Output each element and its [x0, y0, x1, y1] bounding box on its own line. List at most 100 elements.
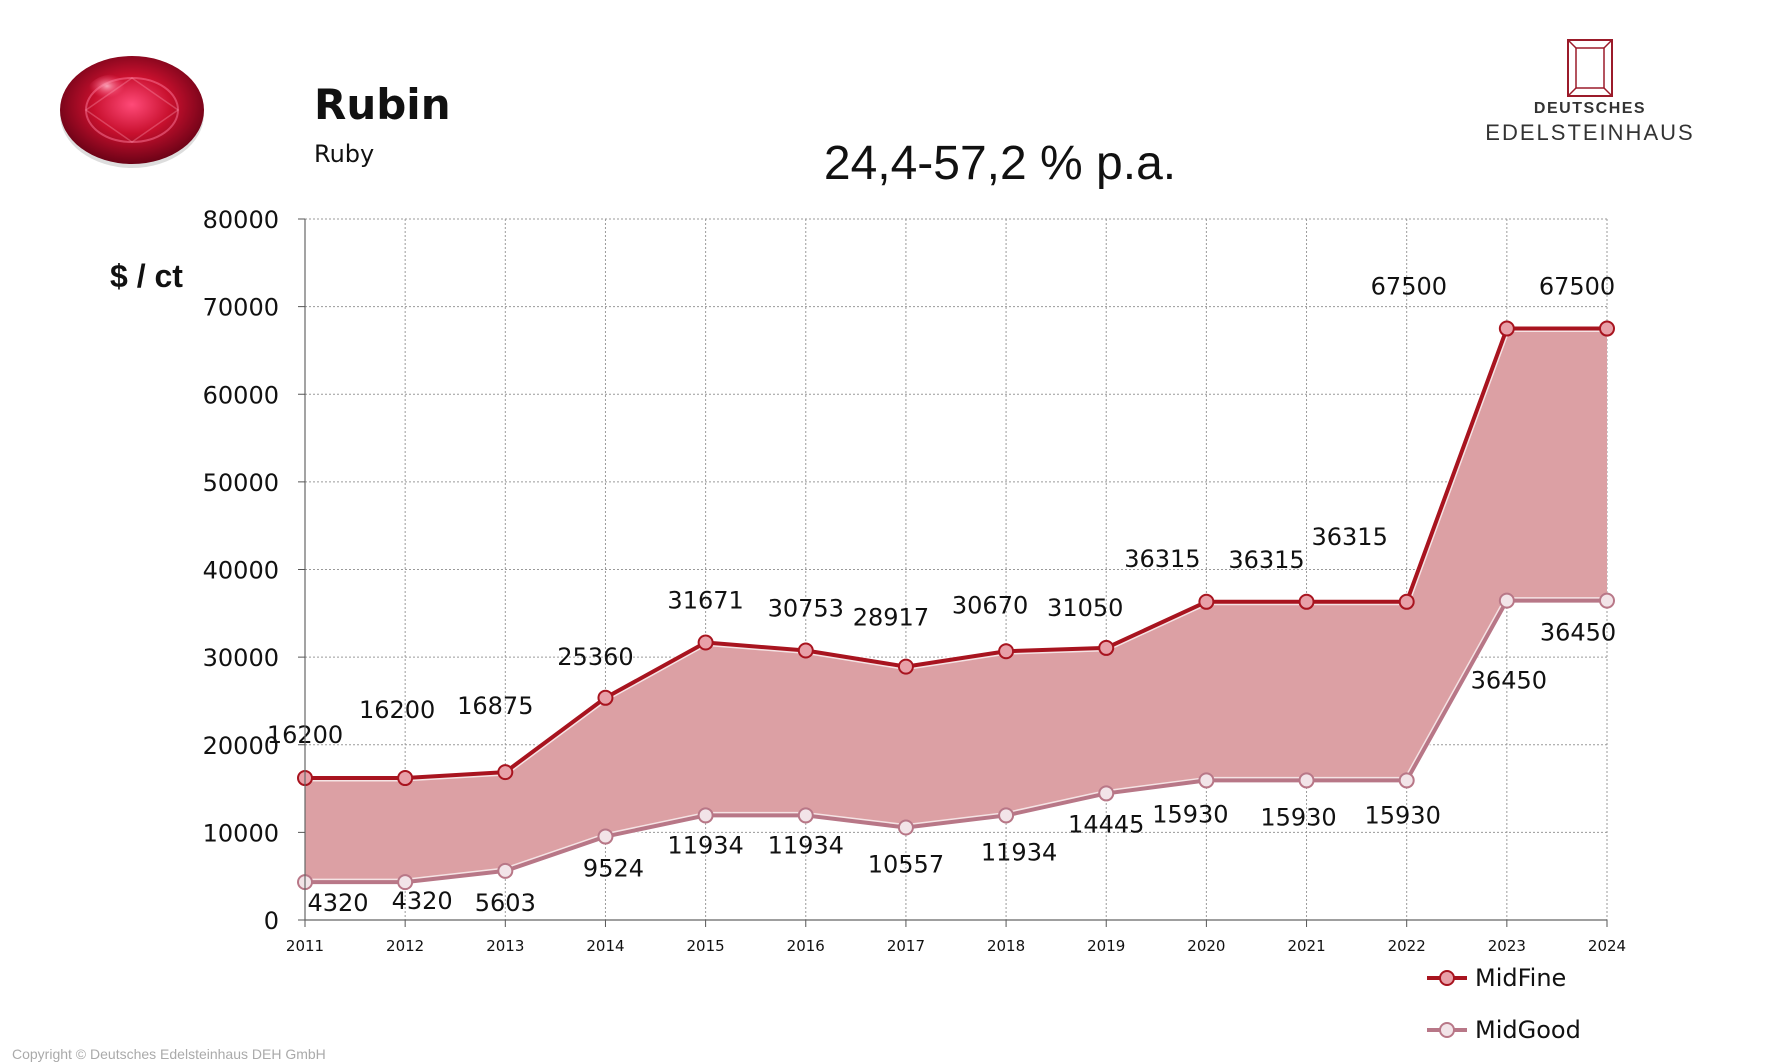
chart-axes: 0 10000 20000 30000 40000 50000 60000 70000 8000… — [110, 206, 1626, 955]
x-tick-label: 2013 — [486, 937, 524, 955]
y-tick-label: 40000 — [203, 557, 279, 585]
legend-marker-midgood — [1427, 1022, 1467, 1038]
point-midgood — [1498, 592, 1515, 609]
x-tick-label: 2020 — [1187, 937, 1225, 955]
data-label-midfine: 36315 — [1228, 546, 1304, 574]
legend-marker-midfine — [1427, 970, 1467, 986]
point-midgood — [697, 807, 714, 824]
point-midfine — [1198, 593, 1215, 610]
page-subtitle: Ruby — [314, 140, 375, 168]
y-tick-label: 80000 — [203, 206, 279, 234]
gem-outline-icon — [1567, 39, 1613, 97]
data-label-midfine: 16875 — [457, 692, 533, 720]
legend-item-midgood: MidGood — [1425, 1015, 1581, 1045]
x-tick-label: 2016 — [787, 937, 825, 955]
point-midfine — [697, 634, 714, 651]
x-tick-label: 2015 — [687, 937, 725, 955]
data-label-midfine: 67500 — [1371, 273, 1447, 301]
data-label-midgood: 11934 — [768, 831, 844, 859]
point-midfine — [497, 764, 514, 781]
point-midgood — [1198, 772, 1215, 789]
y-tick-label: 30000 — [203, 644, 279, 672]
point-midfine — [1098, 639, 1115, 656]
ruby-gem-image — [60, 56, 204, 168]
point-midgood — [1098, 785, 1115, 802]
point-midfine — [397, 770, 414, 787]
point-midfine — [1298, 593, 1315, 610]
y-tick-label: 10000 — [203, 819, 279, 847]
data-label-midgood: 15930 — [1152, 800, 1228, 828]
data-label-midgood: 4320 — [392, 887, 453, 915]
point-midgood — [1298, 772, 1315, 789]
x-tick-label: 2023 — [1488, 937, 1526, 955]
legend-label-midgood: MidGood — [1475, 1016, 1581, 1044]
data-label-midfine: 28917 — [853, 604, 929, 632]
point-midgood — [797, 807, 814, 824]
data-label-midgood: 36450 — [1471, 667, 1547, 695]
y-tick-label: 60000 — [203, 381, 279, 409]
logo-text-edelsteinhaus: EDELSTEINHAUS — [1485, 120, 1695, 145]
data-label-midfine: 25360 — [557, 643, 633, 671]
data-label-midfine: 36315 — [1124, 545, 1200, 573]
y-tick-label: 70000 — [203, 294, 279, 322]
data-label-midfine: 31050 — [1047, 594, 1123, 622]
x-tick-label: 2018 — [987, 937, 1025, 955]
series-line-midgood — [305, 598, 1607, 885]
chart-series-lines — [305, 325, 1607, 886]
company-logo: DEUTSCHES EDELSTEINHAUS — [1480, 36, 1700, 146]
data-label-midgood: 4320 — [307, 889, 368, 917]
x-tick-label: 2024 — [1588, 937, 1626, 955]
point-midgood — [998, 807, 1015, 824]
data-label-midfine: 36315 — [1312, 523, 1388, 551]
point-midfine — [797, 642, 814, 659]
point-midgood — [597, 828, 614, 845]
data-label-midgood: 14445 — [1068, 810, 1144, 838]
page-title: Rubin — [314, 80, 451, 129]
chart-points — [297, 320, 1615, 891]
range-band — [305, 328, 1607, 883]
point-midfine — [1398, 593, 1415, 610]
point-midgood — [1599, 592, 1615, 609]
point-midgood — [897, 819, 914, 836]
y-axis-label: $ / ct — [110, 258, 183, 294]
copyright-footer: Copyright © Deutsches Edelsteinhaus DEH … — [12, 1046, 326, 1062]
point-midgood — [497, 862, 514, 879]
point-midfine — [998, 643, 1015, 660]
x-tick-label: 2019 — [1087, 937, 1125, 955]
point-midfine — [897, 658, 914, 675]
series-line-midfine — [305, 326, 1607, 781]
point-midfine — [597, 689, 614, 706]
point-midgood — [397, 874, 414, 891]
data-label-midgood: 5603 — [475, 889, 536, 917]
point-midfine — [1498, 320, 1515, 337]
data-label-midgood: 11934 — [667, 831, 743, 859]
x-tick-label: 2011 — [286, 937, 324, 955]
data-label-midgood: 36450 — [1540, 619, 1616, 647]
y-tick-label: 0 — [264, 907, 279, 935]
point-midgood — [1398, 772, 1415, 789]
x-tick-label: 2021 — [1287, 937, 1325, 955]
data-label-midgood: 9524 — [583, 855, 644, 883]
legend-item-midfine: MidFine — [1425, 963, 1566, 993]
chart-area-band — [305, 328, 1607, 883]
data-label-midfine: 30753 — [768, 595, 844, 623]
data-label-midfine: 67500 — [1539, 273, 1615, 301]
y-tick-label: 20000 — [203, 732, 279, 760]
x-tick-label: 2022 — [1388, 937, 1426, 955]
point-midfine — [1599, 320, 1615, 337]
data-label-midfine: 31671 — [667, 586, 743, 614]
x-tick-label: 2012 — [386, 937, 424, 955]
x-tick-label: 2017 — [887, 937, 925, 955]
legend-label-midfine: MidFine — [1475, 964, 1567, 992]
data-label-midgood: 15930 — [1260, 803, 1336, 831]
data-label-midgood: 15930 — [1365, 801, 1441, 829]
data-label-midgood: 10557 — [868, 850, 944, 878]
x-tick-label: 2014 — [586, 937, 624, 955]
y-tick-label: 50000 — [203, 469, 279, 497]
logo-text-deutsches: DEUTSCHES — [1533, 100, 1647, 117]
data-label-midfine: 30670 — [952, 591, 1028, 619]
data-label-midfine: 16200 — [359, 696, 435, 724]
data-label-midgood: 11934 — [981, 838, 1057, 866]
